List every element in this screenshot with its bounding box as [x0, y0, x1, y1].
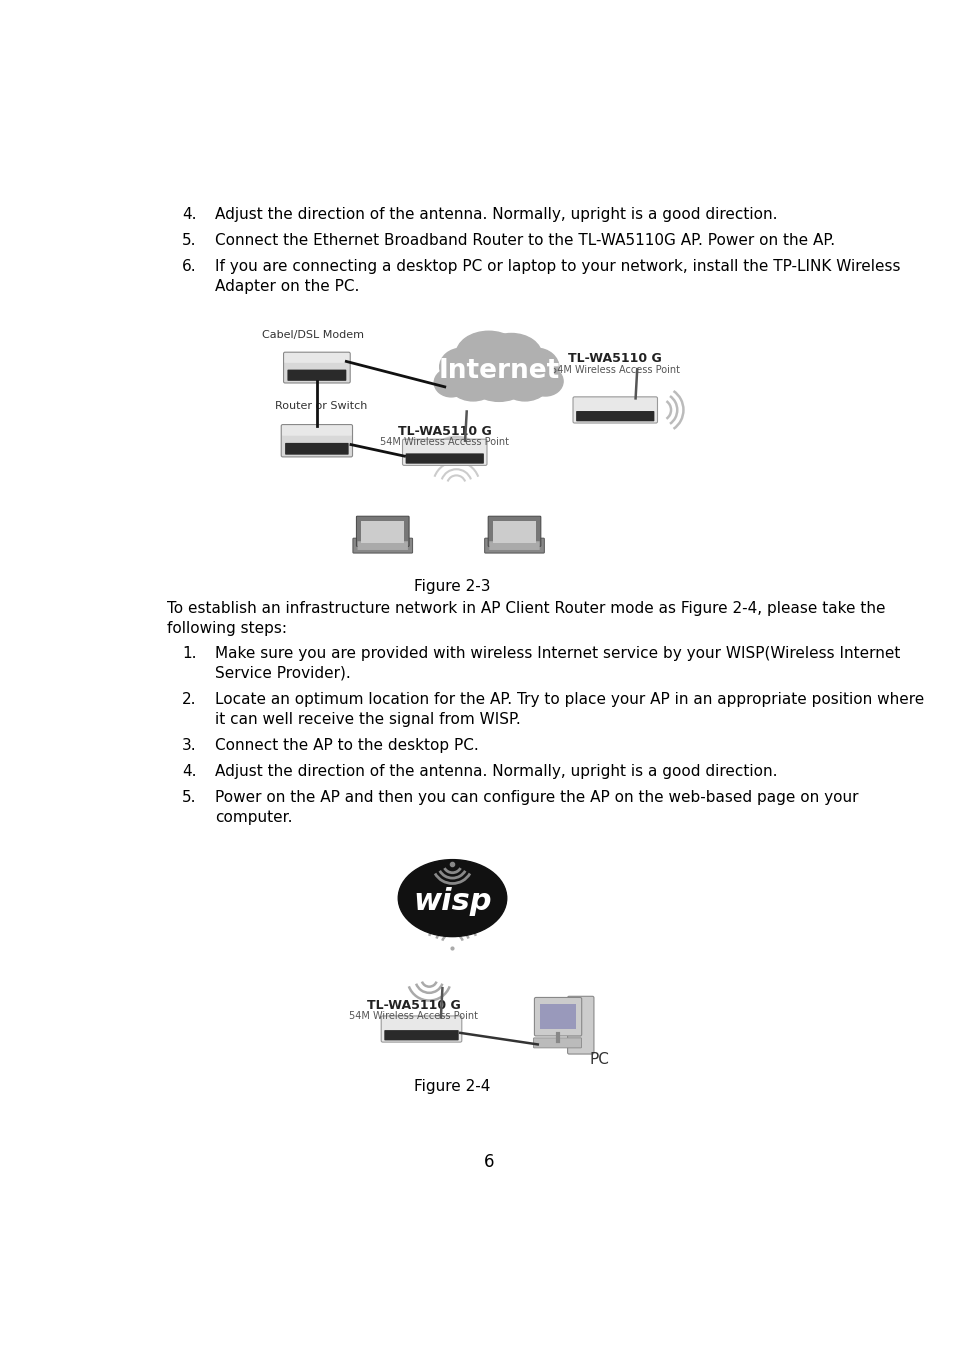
Text: Connect the AP to the desktop PC.: Connect the AP to the desktop PC. — [215, 738, 478, 753]
FancyBboxPatch shape — [567, 996, 594, 1054]
FancyBboxPatch shape — [356, 516, 409, 547]
Text: 3.: 3. — [182, 738, 196, 753]
Ellipse shape — [496, 350, 553, 401]
Text: TL-WA5110 G: TL-WA5110 G — [397, 425, 491, 439]
FancyBboxPatch shape — [573, 397, 657, 423]
Text: Adjust the direction of the antenna. Normally, upright is a good direction.: Adjust the direction of the antenna. Nor… — [215, 207, 777, 221]
Text: 5.: 5. — [182, 232, 196, 248]
Text: 54M Wireless Access Point: 54M Wireless Access Point — [349, 1011, 477, 1021]
FancyBboxPatch shape — [360, 521, 404, 543]
Text: 54M Wireless Access Point: 54M Wireless Access Point — [380, 437, 509, 447]
FancyBboxPatch shape — [484, 539, 544, 553]
Ellipse shape — [461, 338, 536, 401]
Text: TL-WA5110 G: TL-WA5110 G — [367, 999, 460, 1012]
Text: 2.: 2. — [182, 691, 196, 707]
FancyBboxPatch shape — [402, 439, 486, 466]
Ellipse shape — [480, 333, 541, 378]
FancyBboxPatch shape — [533, 1038, 581, 1048]
Text: Router or Switch: Router or Switch — [274, 401, 367, 412]
Text: If you are connecting a desktop PC or laptop to your network, install the TP-LIN: If you are connecting a desktop PC or la… — [215, 259, 900, 274]
FancyBboxPatch shape — [576, 410, 654, 421]
Text: Service Provider).: Service Provider). — [215, 666, 351, 680]
FancyBboxPatch shape — [283, 352, 350, 383]
FancyBboxPatch shape — [405, 454, 483, 463]
Text: it can well receive the signal from WISP.: it can well receive the signal from WISP… — [215, 711, 520, 726]
Text: Locate an optimum location for the AP. Try to place your AP in an appropriate po: Locate an optimum location for the AP. T… — [215, 691, 923, 707]
Text: Connect the Ethernet Broadband Router to the TL-WA5110G AP. Power on the AP.: Connect the Ethernet Broadband Router to… — [215, 232, 835, 248]
Ellipse shape — [434, 369, 468, 397]
Text: 54M Wireless Access Point: 54M Wireless Access Point — [550, 364, 679, 374]
Text: Figure 2-4: Figure 2-4 — [414, 1079, 490, 1094]
FancyBboxPatch shape — [282, 425, 352, 436]
Text: Cabel/DSL Modem: Cabel/DSL Modem — [262, 329, 364, 340]
FancyBboxPatch shape — [353, 539, 412, 553]
Text: 4.: 4. — [182, 764, 196, 779]
Text: Adapter on the PC.: Adapter on the PC. — [215, 279, 359, 294]
FancyBboxPatch shape — [539, 1004, 576, 1030]
Text: Make sure you are provided with wireless Internet service by your WISP(Wireless : Make sure you are provided with wireless… — [215, 645, 900, 660]
Text: 6: 6 — [483, 1153, 494, 1170]
Ellipse shape — [514, 348, 558, 387]
Text: wisp: wisp — [413, 887, 492, 915]
Ellipse shape — [527, 367, 562, 396]
Text: Internet: Internet — [438, 359, 559, 385]
FancyBboxPatch shape — [489, 541, 539, 549]
FancyBboxPatch shape — [357, 541, 408, 549]
FancyBboxPatch shape — [534, 998, 581, 1035]
Text: following steps:: following steps: — [167, 621, 287, 636]
Text: 4.: 4. — [182, 207, 196, 221]
Ellipse shape — [444, 350, 501, 401]
Text: Power on the AP and then you can configure the AP on the web-based page on your: Power on the AP and then you can configu… — [215, 790, 858, 806]
FancyBboxPatch shape — [285, 443, 348, 455]
Text: 5.: 5. — [182, 790, 196, 806]
Text: computer.: computer. — [215, 810, 293, 825]
Ellipse shape — [397, 860, 506, 937]
FancyBboxPatch shape — [384, 1030, 458, 1041]
FancyBboxPatch shape — [281, 424, 353, 456]
FancyBboxPatch shape — [381, 1017, 461, 1042]
FancyBboxPatch shape — [284, 352, 349, 363]
Text: 6.: 6. — [182, 259, 196, 274]
Text: Figure 2-3: Figure 2-3 — [414, 579, 490, 594]
FancyBboxPatch shape — [488, 516, 540, 547]
Text: TL-WA5110 G: TL-WA5110 G — [568, 352, 661, 366]
Text: 1.: 1. — [182, 645, 196, 660]
Text: PC: PC — [589, 1052, 609, 1066]
FancyBboxPatch shape — [287, 370, 346, 381]
Ellipse shape — [439, 348, 483, 386]
Text: Adjust the direction of the antenna. Normally, upright is a good direction.: Adjust the direction of the antenna. Nor… — [215, 764, 777, 779]
Text: To establish an infrastructure network in AP Client Router mode as Figure 2-4, p: To establish an infrastructure network i… — [167, 601, 885, 616]
Ellipse shape — [456, 331, 521, 378]
FancyBboxPatch shape — [493, 521, 536, 543]
